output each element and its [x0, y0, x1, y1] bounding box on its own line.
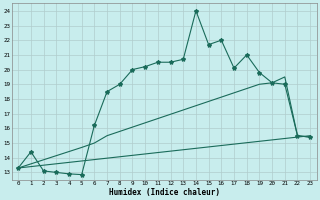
X-axis label: Humidex (Indice chaleur): Humidex (Indice chaleur) — [109, 188, 220, 197]
